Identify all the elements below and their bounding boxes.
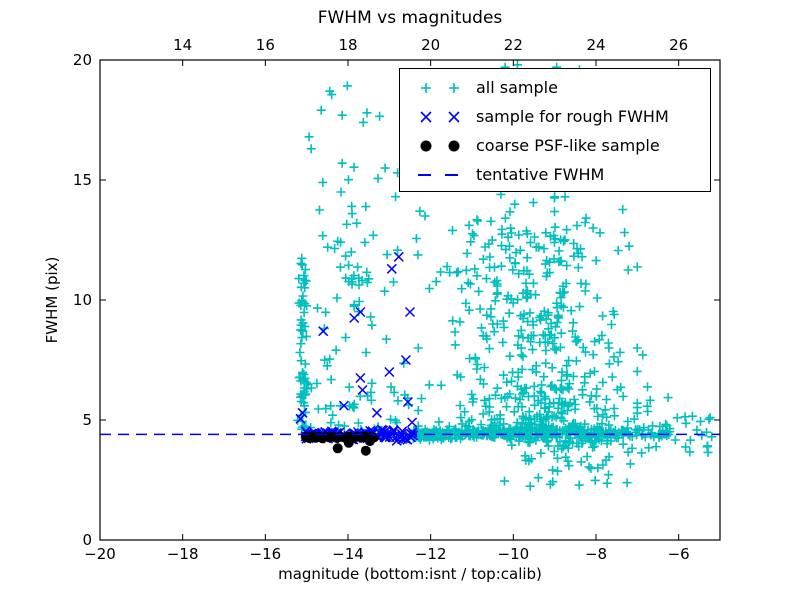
legend-row-coarse-psf: coarse PSF-like sample (410, 131, 710, 160)
x-tick-label-bottom: −18 (166, 545, 199, 563)
x-tick-label-top: 26 (669, 36, 689, 54)
x-tick-label-top: 18 (338, 36, 358, 54)
cross-marker-icon (420, 110, 460, 123)
legend-label: sample for rough FWHM (476, 107, 669, 126)
x-tick-label-top: 22 (503, 36, 523, 54)
legend-label: all sample (476, 78, 558, 97)
y-tick-label: 5 (82, 411, 92, 429)
x-tick-label-bottom: −16 (249, 545, 282, 563)
y-tick-label: 0 (82, 531, 92, 549)
legend: all sample sample for rough FWHM coarse … (399, 68, 711, 192)
legend-row-tentative-fwhm: tentative FWHM (410, 160, 710, 189)
x-tick-label-top: 24 (586, 36, 606, 54)
x-tick-label-bottom: −6 (667, 545, 690, 563)
legend-label: tentative FWHM (476, 165, 605, 184)
plot-frame (99, 59, 721, 541)
series-rough-fwhm (295, 251, 419, 446)
y-tick-label: 15 (72, 171, 92, 189)
x-tick-label-bottom: −14 (332, 545, 364, 563)
x-tick-label-bottom: −10 (497, 545, 530, 563)
chart-title: FWHM vs magnitudes (317, 8, 503, 28)
x-tick-label-top: 14 (173, 36, 193, 54)
y-tick-label: 10 (72, 291, 92, 309)
x-axis-label: magnitude (bottom:isnt / top:calib) (278, 565, 542, 583)
x-tick-label-bottom: −20 (84, 545, 116, 563)
dashed-line-icon (418, 173, 458, 176)
plus-marker-icon (421, 82, 459, 93)
y-tick-label: 20 (72, 51, 92, 69)
legend-label: coarse PSF-like sample (476, 136, 660, 155)
x-tick-label-top: 16 (255, 36, 275, 54)
x-tick-label-top: 20 (421, 36, 441, 54)
dot-marker-icon (420, 140, 460, 151)
x-tick-label-bottom: −12 (414, 545, 447, 563)
legend-row-all-sample: all sample (410, 73, 710, 102)
x-tick-label-bottom: −8 (584, 545, 608, 563)
legend-row-rough-fwhm: sample for rough FWHM (410, 102, 710, 131)
